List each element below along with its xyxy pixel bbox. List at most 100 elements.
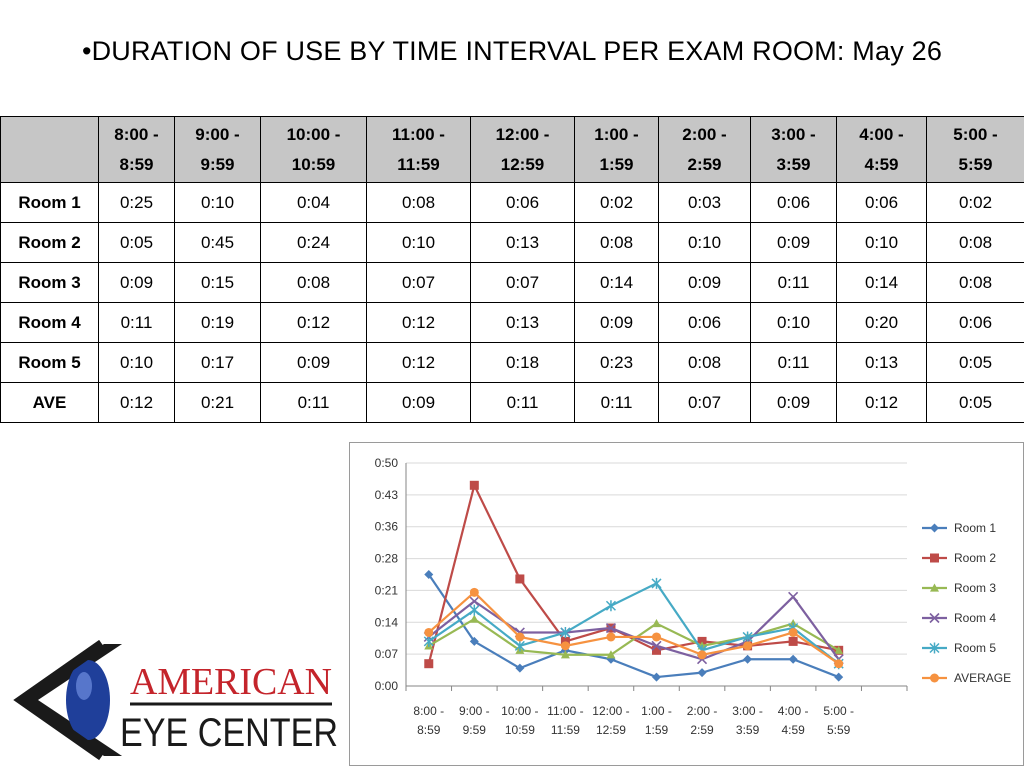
table-cell: 0:06 [836, 182, 927, 223]
data-point [606, 650, 616, 659]
row-header: AVE [0, 382, 99, 423]
table-cell: 0:14 [836, 262, 927, 303]
table-cell: 0:08 [658, 342, 751, 383]
legend-entry: Room 3 [954, 581, 996, 595]
legend-entry: AVERAGE [954, 671, 1011, 685]
data-point [605, 600, 616, 612]
y-tick-label: 0:36 [375, 520, 399, 534]
table-cell: 0:10 [750, 302, 837, 343]
x-tick-label: 5:59 [827, 723, 851, 737]
x-tick-label: 5:00 - [823, 704, 854, 718]
table-cell: 0:18 [470, 342, 575, 383]
column-header: 2:00 -2:59 [658, 116, 751, 183]
table-cell: 0:45 [174, 222, 261, 263]
data-point [515, 663, 525, 673]
table-cell: 0:12 [98, 382, 175, 423]
table-cell: 0:08 [574, 222, 659, 263]
series-line-room-3 [428, 618, 840, 656]
data-point [788, 627, 798, 637]
table-cell: 0:09 [750, 222, 837, 263]
table-row: Room 4 0:11 0:19 0:12 0:12 0:13 0:09 0:06 0:10 0:… [0, 302, 1024, 343]
data-point [743, 641, 753, 651]
column-header: 4:00 -4:59 [836, 116, 927, 183]
column-header: 8:00 -8:59 [98, 116, 175, 183]
column-header: 9:00 -9:59 [174, 116, 261, 183]
y-tick-label: 0:07 [375, 647, 399, 661]
table-corner-cell [0, 116, 99, 183]
row-header: Room 2 [0, 222, 99, 263]
row-header: Room 1 [0, 182, 99, 223]
x-tick-label: 1:59 [645, 723, 669, 737]
table-cell: 0:08 [366, 182, 471, 223]
legend-marker [930, 523, 939, 533]
line-chart: 0:00 0:07 0:14 0:21 0:28 0:36 0:43 0:50 8:00 - 8:… [349, 442, 1024, 766]
row-header: Room 5 [0, 342, 99, 383]
data-point [605, 622, 617, 634]
legend-marker [930, 673, 939, 683]
chart-canvas: 0:00 0:07 0:14 0:21 0:28 0:36 0:43 0:50 8:00 - 8:… [375, 456, 1012, 737]
table-cell: 0:03 [658, 182, 751, 223]
data-point [515, 632, 525, 642]
table-cell: 0:12 [836, 382, 927, 423]
data-point [560, 626, 571, 638]
table-row: Room 5 0:10 0:17 0:09 0:12 0:18 0:23 0:08 0:11 0:… [0, 342, 1024, 383]
eye-logo-icon [13, 640, 122, 761]
legend-marker [930, 583, 939, 592]
data-point [788, 636, 798, 646]
table-cell: 0:06 [750, 182, 837, 223]
table-row: Room 2 0:05 0:45 0:24 0:10 0:13 0:08 0:10 0:09 0:… [0, 222, 1024, 263]
table-cell: 0:11 [750, 262, 837, 303]
table-cell: 0:06 [926, 302, 1024, 343]
data-point [697, 650, 707, 660]
table-cell: 0:06 [470, 182, 575, 223]
table-cell: 0:08 [926, 262, 1024, 303]
american-eye-center-logo: AMERICAN EYE CENTER [13, 640, 338, 761]
table-cell: 0:07 [470, 262, 575, 303]
table-row: Room 3 0:09 0:15 0:08 0:07 0:07 0:14 0:09 0:11 0:… [0, 262, 1024, 303]
table-cell: 0:19 [174, 302, 261, 343]
table-cell: 0:23 [574, 342, 659, 383]
table-cell: 0:17 [174, 342, 261, 383]
table-cell: 0:10 [836, 222, 927, 263]
table-cell: 0:05 [926, 382, 1024, 423]
duration-table: 8:00 -8:59 9:00 -9:59 10:00 -10:59 11:00 -1… [0, 116, 1024, 423]
data-point [423, 635, 434, 647]
x-tick-label: 8:00 - [413, 704, 444, 718]
row-header: Room 3 [0, 262, 99, 303]
y-tick-label: 0:21 [375, 583, 399, 597]
x-tick-label: 1:00 - [641, 704, 672, 718]
logo-text-american: AMERICAN [130, 661, 332, 703]
table-cell: 0:20 [836, 302, 927, 343]
table-cell: 0:15 [174, 262, 261, 303]
x-tick-label: 4:00 - [778, 704, 809, 718]
table-cell: 0:04 [260, 182, 367, 223]
x-tick-label: 3:59 [736, 723, 760, 737]
data-point [834, 659, 844, 669]
table-cell: 0:11 [574, 382, 659, 423]
table-cell: 0:12 [366, 342, 471, 383]
table-cell: 0:06 [658, 302, 751, 343]
table-cell: 0:11 [470, 382, 575, 423]
y-tick-label: 0:00 [375, 679, 399, 693]
series-line-room-1 [427, 573, 840, 679]
data-point [424, 659, 434, 669]
column-header: 10:00 -10:59 [260, 116, 367, 183]
table-body: Room 1 0:25 0:10 0:04 0:08 0:06 0:02 0:03 0:06 0:… [0, 182, 1024, 423]
data-point [652, 632, 661, 642]
x-tick-label: 10:00 - [501, 704, 538, 718]
table-cell: 0:05 [926, 342, 1024, 383]
data-point [652, 672, 661, 682]
column-header: 11:00 -11:59 [366, 116, 471, 183]
data-point [788, 591, 799, 602]
data-point [515, 574, 525, 584]
x-tick-label: 2:00 - [687, 704, 718, 718]
table-cell: 0:24 [260, 222, 367, 263]
row-header: Room 4 [0, 302, 99, 343]
x-tick-label: 11:00 - [547, 704, 583, 718]
x-tick-label: 12:59 [596, 723, 626, 737]
table-cell: 0:21 [174, 382, 261, 423]
data-point [514, 640, 525, 652]
data-point [424, 627, 434, 637]
table-cell: 0:09 [98, 262, 175, 303]
logo-text-eye-center: EYE CENTER [120, 711, 338, 755]
